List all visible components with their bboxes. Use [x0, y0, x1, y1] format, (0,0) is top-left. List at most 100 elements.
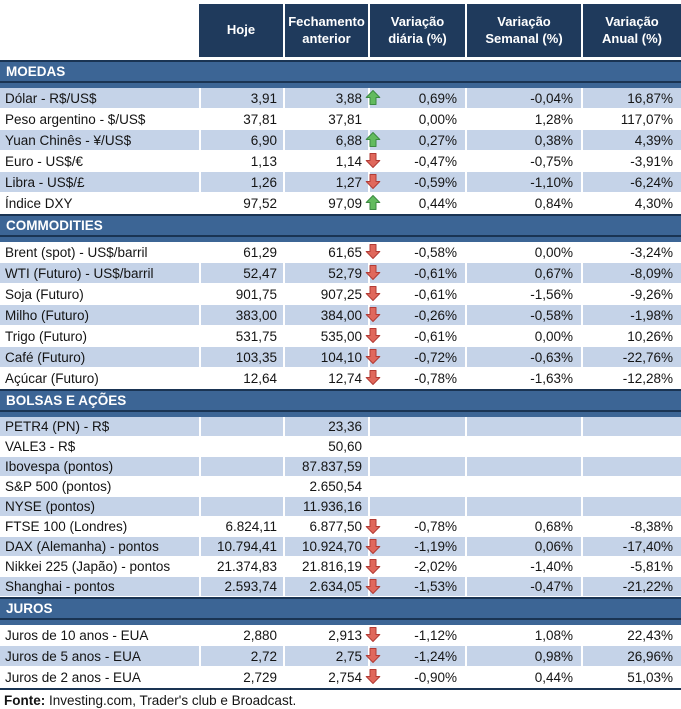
annual-variation: -22,76% [581, 347, 681, 368]
daily-variation-value: -0,58% [414, 244, 457, 260]
variation-arrow [365, 89, 381, 106]
daily-variation: -0,61% [365, 263, 465, 284]
table-row: Dólar - R$/US$ 3,91 3,88 0,69% -0,04% 16,87% [0, 88, 681, 109]
daily-variation: -1,19% [365, 537, 465, 557]
daily-variation-value: -0,61% [414, 286, 457, 302]
hoje-value [199, 417, 283, 437]
asset-label: Euro - US$/€ [0, 151, 199, 172]
table-row: DAX (Alemanha) - pontos 10.794,41 10.924,7… [0, 537, 681, 557]
asset-label: Brent (spot) - US$/barril [0, 242, 199, 263]
asset-label: Ibovespa (pontos) [0, 457, 199, 477]
daily-variation-value: -0,78% [414, 370, 457, 386]
column-header-cell: Fechamento anterior [283, 4, 368, 57]
table-row: PETR4 (PN) - R$ 23,36 [0, 417, 681, 437]
annual-variation: -6,24% [581, 172, 681, 193]
asset-label: S&P 500 (pontos) [0, 477, 199, 497]
weekly-variation: -1,56% [465, 284, 581, 305]
annual-variation [581, 437, 681, 457]
table-row: Ibovespa (pontos) 87.837,59 [0, 457, 681, 477]
hoje-value: 61,29 [199, 242, 283, 263]
table-row: Juros de 10 anos - EUA 2,880 2,913 -1,12% 1,… [0, 625, 681, 646]
asset-label: Café (Futuro) [0, 347, 199, 368]
variation-arrow [365, 194, 381, 211]
weekly-variation [465, 457, 581, 477]
hoje-value: 6.824,11 [199, 517, 283, 537]
column-header-cell: Variação Semanal (%) [465, 4, 581, 57]
table-row: VALE3 - R$ 50,60 [0, 437, 681, 457]
daily-variation-value: -1,19% [414, 539, 457, 554]
fechamento-value: 535,00 [283, 326, 368, 347]
weekly-variation: 0,44% [465, 667, 581, 688]
table-row: NYSE (pontos) 11.936,16 [0, 497, 681, 517]
daily-variation: -0,78% [365, 368, 465, 389]
daily-variation-value: -0,78% [414, 519, 457, 534]
hoje-value: 21.374,83 [199, 557, 283, 577]
hoje-value: 2,72 [199, 646, 283, 667]
daily-variation: -0,59% [365, 172, 465, 193]
daily-variation-value: -0,72% [414, 349, 457, 365]
hoje-value: 901,75 [199, 284, 283, 305]
section-title: BOLSAS E AÇÕES [0, 391, 681, 412]
fechamento-value: 97,09 [283, 193, 368, 214]
fechamento-value: 2,913 [283, 625, 368, 646]
column-header-label: Variação diária (%) [388, 13, 447, 46]
daily-variation: -0,58% [365, 242, 465, 263]
down-arrow-icon [365, 669, 381, 684]
table-row: Juros de 5 anos - EUA 2,72 2,75 -1,24% 0,98%… [0, 646, 681, 667]
column-header-cell: Variação Anual (%) [581, 4, 681, 57]
variation-arrow [365, 285, 381, 302]
column-header-cell: Hoje [199, 4, 283, 57]
table-row: Yuan Chinês - ¥/US$ 6,90 6,88 0,27% 0,38% 4,3… [0, 130, 681, 151]
annual-variation: -8,38% [581, 517, 681, 537]
weekly-variation [465, 497, 581, 517]
down-arrow-icon [365, 370, 381, 385]
table-row: Libra - US$/£ 1,26 1,27 -0,59% -1,10% -6,24% [0, 172, 681, 193]
annual-variation: 4,30% [581, 193, 681, 214]
fechamento-value: 6,88 [283, 130, 368, 151]
asset-label: Soja (Futuro) [0, 284, 199, 305]
asset-label: Shanghai - pontos [0, 577, 199, 597]
up-arrow-icon [365, 90, 381, 105]
daily-variation-value: 0,27% [418, 132, 457, 148]
down-arrow-icon [365, 627, 381, 642]
daily-variation-value: -1,12% [414, 627, 457, 643]
annual-variation: 10,26% [581, 326, 681, 347]
annual-variation: 16,87% [581, 88, 681, 109]
daily-variation: 0,69% [365, 88, 465, 109]
weekly-variation: 0,84% [465, 193, 581, 214]
asset-label: PETR4 (PN) - R$ [0, 417, 199, 437]
daily-variation: -0,47% [365, 151, 465, 172]
annual-variation: 117,07% [581, 109, 681, 130]
hoje-value: 12,64 [199, 368, 283, 389]
weekly-variation: 0,00% [465, 326, 581, 347]
fechamento-value: 21.816,19 [283, 557, 368, 577]
annual-variation: -5,81% [581, 557, 681, 577]
daily-variation: -0,72% [365, 347, 465, 368]
daily-variation-value: 0,00% [418, 111, 457, 127]
section-title: JUROS [0, 599, 681, 620]
daily-variation: -0,61% [365, 326, 465, 347]
down-arrow-icon [365, 539, 381, 554]
section-title: COMMODITIES [0, 216, 681, 237]
asset-label: Milho (Futuro) [0, 305, 199, 326]
asset-label: WTI (Futuro) - US$/barril [0, 263, 199, 284]
hoje-value: 2,729 [199, 667, 283, 688]
asset-label: VALE3 - R$ [0, 437, 199, 457]
fechamento-value: 907,25 [283, 284, 368, 305]
weekly-variation: -0,75% [465, 151, 581, 172]
fechamento-value: 384,00 [283, 305, 368, 326]
hoje-value: 10.794,41 [199, 537, 283, 557]
daily-variation: -0,90% [365, 667, 465, 688]
table-row: Açúcar (Futuro) 12,64 12,74 -0,78% -1,63% -12… [0, 368, 681, 389]
fechamento-value: 61,65 [283, 242, 368, 263]
weekly-variation: 0,68% [465, 517, 581, 537]
daily-variation-value: -1,24% [414, 648, 457, 664]
section-header: BOLSAS E AÇÕES [0, 389, 681, 417]
daily-variation-value: -0,61% [414, 328, 457, 344]
weekly-variation [465, 417, 581, 437]
annual-variation: -9,26% [581, 284, 681, 305]
daily-variation [368, 417, 465, 437]
annual-variation: 51,03% [581, 667, 681, 688]
fechamento-value: 12,74 [283, 368, 368, 389]
asset-label: Juros de 10 anos - EUA [0, 625, 199, 646]
